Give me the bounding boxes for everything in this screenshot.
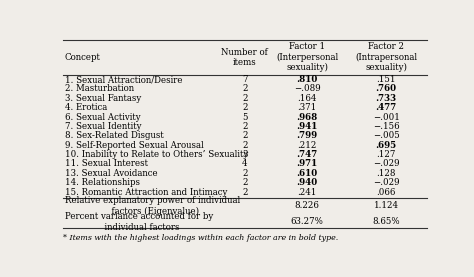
Text: .128: .128 — [376, 169, 396, 178]
Text: 4: 4 — [242, 160, 247, 168]
Text: .164: .164 — [298, 94, 317, 103]
Text: 8.226: 8.226 — [295, 201, 319, 211]
Text: 1. Sexual Attraction/Desire: 1. Sexual Attraction/Desire — [65, 75, 182, 84]
Text: 10. Inability to Relate to Others’ Sexuality: 10. Inability to Relate to Others’ Sexua… — [65, 150, 248, 159]
Text: 15. Romantic Attraction and Intimacy: 15. Romantic Attraction and Intimacy — [65, 188, 227, 197]
Text: 2: 2 — [242, 141, 247, 150]
Text: 9. Self-Reported Sexual Arousal: 9. Self-Reported Sexual Arousal — [65, 141, 203, 150]
Text: −.001: −.001 — [373, 112, 400, 122]
Text: 6. Sexual Activity: 6. Sexual Activity — [65, 112, 140, 122]
Text: 14. Relationships: 14. Relationships — [65, 178, 140, 187]
Text: .760: .760 — [375, 84, 397, 93]
Text: 2: 2 — [242, 103, 247, 112]
Text: 3. Sexual Fantasy: 3. Sexual Fantasy — [65, 94, 141, 103]
Text: .940: .940 — [297, 178, 318, 187]
Text: .610: .610 — [297, 169, 318, 178]
Text: 2: 2 — [242, 169, 247, 178]
Text: .941: .941 — [297, 122, 318, 131]
Text: 2: 2 — [242, 131, 247, 140]
Text: .971: .971 — [297, 160, 318, 168]
Text: .212: .212 — [298, 141, 317, 150]
Text: −.005: −.005 — [373, 131, 400, 140]
Text: .968: .968 — [297, 112, 318, 122]
Text: −.029: −.029 — [373, 178, 400, 187]
Text: 2. Masturbation: 2. Masturbation — [65, 84, 134, 93]
Text: 7. Sexual Identity: 7. Sexual Identity — [65, 122, 141, 131]
Text: Concept: Concept — [65, 53, 100, 62]
Text: Factor 1
(Interpersonal
sexuality): Factor 1 (Interpersonal sexuality) — [276, 42, 338, 72]
Text: 8. Sex-Related Disgust: 8. Sex-Related Disgust — [65, 131, 164, 140]
Text: .810: .810 — [297, 75, 318, 84]
Text: 2: 2 — [242, 84, 247, 93]
Text: Percent variance accounted for by
  individual factors: Percent variance accounted for by indivi… — [65, 212, 213, 232]
Text: −.089: −.089 — [294, 84, 320, 93]
Text: * Items with the highest loadings within each factor are in bold type.: * Items with the highest loadings within… — [63, 234, 338, 242]
Text: −.156: −.156 — [373, 122, 400, 131]
Text: 1.124: 1.124 — [374, 201, 399, 211]
Text: 8.65%: 8.65% — [373, 217, 400, 226]
Text: .371: .371 — [298, 103, 317, 112]
Text: .747: .747 — [297, 150, 318, 159]
Text: 2: 2 — [242, 178, 247, 187]
Text: .733: .733 — [375, 94, 397, 103]
Text: 2: 2 — [242, 122, 247, 131]
Text: .477: .477 — [375, 103, 397, 112]
Text: Relative explanatory power of individual
  factors (Eigenvalue): Relative explanatory power of individual… — [65, 196, 240, 216]
Text: 7: 7 — [242, 75, 247, 84]
Text: Factor 2
(Intrapersonal
sexuality): Factor 2 (Intrapersonal sexuality) — [355, 42, 417, 72]
Text: .695: .695 — [375, 141, 397, 150]
Text: .066: .066 — [376, 188, 396, 197]
Text: 4. Erotica: 4. Erotica — [65, 103, 107, 112]
Text: 63.27%: 63.27% — [291, 217, 324, 226]
Text: 11. Sexual Interest: 11. Sexual Interest — [65, 160, 148, 168]
Text: 3: 3 — [242, 150, 247, 159]
Text: 2: 2 — [242, 94, 247, 103]
Text: 13. Sexual Avoidance: 13. Sexual Avoidance — [65, 169, 157, 178]
Text: −.029: −.029 — [373, 160, 400, 168]
Text: .127: .127 — [376, 150, 396, 159]
Text: .241: .241 — [298, 188, 317, 197]
Text: Number of
items: Number of items — [221, 48, 268, 67]
Text: .151: .151 — [376, 75, 396, 84]
Text: 2: 2 — [242, 188, 247, 197]
Text: 5: 5 — [242, 112, 247, 122]
Text: .799: .799 — [297, 131, 318, 140]
